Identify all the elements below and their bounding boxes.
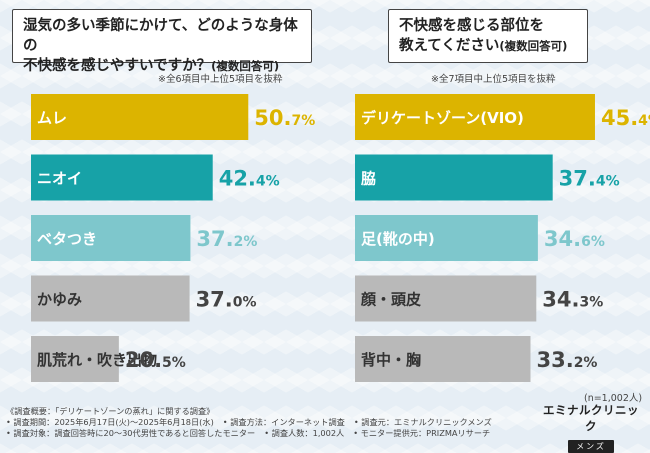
category-label-2: ニオイ (37, 170, 82, 188)
right-question-box: 不快感を感じる部位を 教えてください(複数回答可) (388, 9, 588, 63)
bar-1 (355, 94, 595, 140)
bar-5 (355, 336, 531, 382)
value-label-4: 34.3% (542, 288, 603, 312)
left-bar-chart: ムレ 50.7% ニオイ 42.4% ベタつき 37.2% かゆみ 37.0% 肌荒れ・吹き出物… (31, 94, 331, 394)
value-label-4: 37.0% (196, 288, 257, 312)
survey-count: • 調査人数：1,002人 (264, 428, 345, 438)
value-label-1: 45.4% (601, 106, 650, 130)
survey-overview: 《調査概要：「デリケートゾーンの蒸れ」に関する調査》 • 調査期間：2025年6… (6, 406, 501, 439)
left-question-line2: 不快感を感じやすいですか？ (23, 58, 212, 74)
category-label-4: かゆみ (37, 291, 82, 309)
right-bar-chart: デリケートゾーン(VIO) 45.4% 脇 37.4% 足(靴の中) 34.6% 顔・頭皮 3… (355, 94, 650, 394)
survey-title: 《調査概要：「デリケートゾーンの蒸れ」に関する調査》 (6, 406, 215, 416)
clinic-logo: エミナルクリニック メンズ (538, 402, 644, 453)
category-label-4: 顔・頭皮 (360, 291, 421, 309)
right-question-note: (複数回答可) (499, 39, 568, 53)
value-label-3: 34.6% (544, 227, 605, 251)
category-label-3: ベタつき (37, 230, 97, 248)
value-label-2: 37.4% (559, 167, 620, 191)
bar-2 (355, 154, 553, 201)
value-label-5: 20.5% (125, 348, 186, 372)
survey-provider: • モニター提供元：PRIZMAリサーチ (353, 428, 491, 438)
value-label-1: 50.7% (254, 106, 315, 130)
bar-3 (31, 215, 191, 261)
bar-1 (31, 94, 249, 140)
left-question-note: (複数回答可) (211, 59, 280, 73)
category-label-5: 背中・胸 (361, 351, 421, 369)
right-question-line2: 教えてください (399, 38, 500, 54)
value-label-3: 37.2% (196, 227, 257, 251)
bar-5 (31, 336, 119, 382)
left-subset-note: ※全6項目中上位5項目を抜粋 (158, 74, 283, 85)
category-label-5: 肌荒れ・吹き出物 (37, 351, 157, 369)
survey-period: • 調査期間：2025年6月17日(火)～2025年6月18日(水) (6, 417, 214, 427)
right-subset-note: ※全7項目中上位5項目を抜粋 (431, 74, 556, 85)
value-label-2: 42.4% (219, 167, 280, 191)
survey-source: • 調査元：エミナルクリニックメンズ (353, 417, 492, 427)
survey-method: • 調査方法：インターネット調査 (222, 417, 345, 427)
bar-3 (355, 215, 538, 261)
value-label-5: 33.2% (536, 348, 597, 372)
survey-target: • 調査対象：調査回答時に20～30代男性であると回答したモニター (6, 428, 256, 438)
right-question-line1: 不快感を感じる部位を (399, 18, 544, 34)
bar-4 (355, 275, 537, 322)
right-bar-chart-svg: デリケートゾーン(VIO) 45.4% 脇 37.4% 足(靴の中) 34.6% 顔・頭皮 3… (355, 94, 650, 382)
left-bar-chart-svg: ムレ 50.7% ニオイ 42.4% ベタつき 37.2% かゆみ 37.0% 肌荒れ・吹き出物… (31, 94, 315, 382)
category-label-3: 足(靴の中) (361, 230, 435, 248)
bar-2 (31, 154, 213, 201)
category-label-2: 脇 (361, 170, 376, 188)
clinic-logo-sub: メンズ (568, 440, 614, 453)
left-question-box: 湿気の多い季節にかけて、どのような身体の 不快感を感じやすいですか？(複数回答可… (12, 9, 312, 74)
bar-4 (31, 275, 190, 322)
category-label-1: ムレ (37, 109, 67, 127)
category-label-1: デリケートゾーン(VIO) (361, 109, 524, 127)
clinic-logo-main: エミナルクリニック (543, 403, 639, 433)
left-question-line1: 湿気の多い季節にかけて、どのような身体の (23, 18, 298, 54)
sample-size-note: (n=1,002人) (584, 393, 643, 404)
